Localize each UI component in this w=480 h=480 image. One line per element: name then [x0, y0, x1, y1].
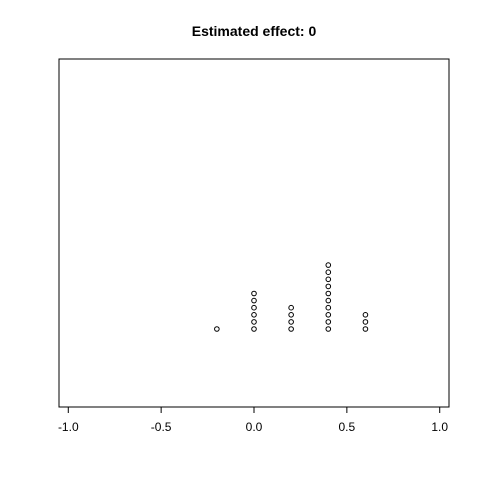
- data-point: [288, 304, 294, 311]
- data-point: [251, 319, 257, 325]
- data-point: [214, 326, 220, 332]
- plot-frame: [58, 58, 450, 408]
- data-point: [325, 304, 332, 311]
- data-point: [362, 326, 369, 332]
- data-point: [325, 326, 332, 332]
- x-axis: -1.0 -0.5 0.0 0.5 1.0: [58, 406, 448, 434]
- data-point: [325, 319, 332, 325]
- data-point: [251, 290, 257, 297]
- chart-title: Estimated effect: 0: [192, 23, 317, 39]
- data-point: [325, 290, 332, 297]
- data-point: [251, 304, 257, 311]
- data-point: [288, 326, 294, 332]
- data-point: [325, 283, 332, 290]
- x-tick-label: 1.0: [431, 420, 448, 434]
- data-point: [325, 276, 332, 283]
- data-point: [325, 262, 332, 268]
- data-point: [288, 312, 294, 318]
- data-point: [251, 312, 257, 318]
- data-point: [325, 269, 332, 276]
- x-tick-label: -0.5: [151, 420, 172, 434]
- x-tick-label: -1.0: [58, 420, 79, 434]
- data-point: [251, 297, 257, 304]
- x-tick-label: 0.0: [246, 420, 263, 434]
- data-point: [362, 319, 369, 325]
- data-point: [325, 312, 332, 318]
- data-point: [251, 326, 257, 332]
- data-point: [325, 297, 332, 304]
- data-points: [214, 262, 369, 332]
- x-tick-label: 0.5: [339, 420, 356, 434]
- data-point: [362, 312, 369, 318]
- data-point: [288, 319, 294, 325]
